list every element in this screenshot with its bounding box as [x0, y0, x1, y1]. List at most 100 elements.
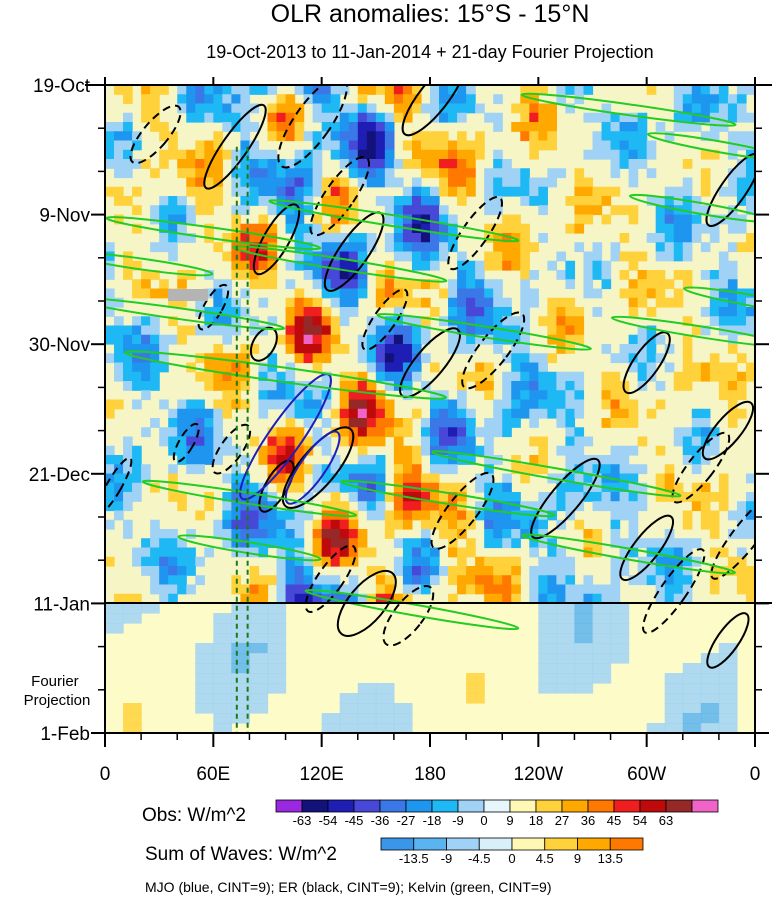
obs-cell: [393, 436, 404, 447]
obs-cell: [330, 85, 341, 95]
obs-cell: [439, 519, 449, 530]
obs-cell: [736, 159, 747, 169]
obs-colorbar-tick-label: 0: [480, 813, 487, 828]
obs-cell: [574, 242, 585, 253]
obs-cell: [565, 85, 576, 95]
obs-cell: [213, 418, 223, 428]
obs-cell: [574, 390, 585, 401]
y-axis-minor-ticks: [98, 127, 762, 691]
obs-cell: [529, 455, 539, 465]
obs-cell: [493, 455, 503, 465]
obs-cell: [348, 575, 359, 586]
obs-cell: [213, 112, 223, 123]
obs-cell: [547, 112, 557, 123]
obs-cell: [718, 186, 729, 197]
obs-cell: [601, 279, 612, 290]
obs-cell: [393, 492, 404, 502]
obs-cell: [619, 344, 630, 354]
obs-cell: [330, 242, 341, 253]
projection-cell: [249, 703, 269, 714]
obs-cell: [565, 316, 576, 327]
obs-cell: [402, 344, 413, 354]
obs-cell: [565, 270, 576, 280]
er-contour: [252, 203, 301, 276]
obs-cell: [430, 501, 440, 512]
obs-cell: [402, 140, 413, 151]
obs-cell: [538, 464, 548, 475]
obs-cell: [628, 362, 639, 373]
obs-cell: [682, 205, 693, 216]
obs-cell: [213, 436, 223, 447]
waves-colorbar-swatch: [446, 837, 480, 851]
obs-cell: [339, 233, 350, 243]
obs-cell: [484, 575, 494, 586]
obs-cell: [357, 94, 368, 105]
x-tick-label: 120E: [299, 764, 343, 785]
obs-cell: [601, 371, 612, 382]
obs-cell: [348, 381, 359, 391]
obs-cell: [285, 427, 296, 438]
obs-cell: [231, 390, 242, 401]
obs-colorbar-swatch: [535, 799, 563, 813]
obs-cell: [294, 242, 305, 253]
obs-cell: [466, 270, 476, 280]
x-tick-label: 60W: [627, 764, 666, 785]
obs-cell: [430, 223, 440, 234]
obs-cell: [411, 140, 422, 151]
obs-cell: [745, 593, 755, 604]
obs-cell: [231, 159, 242, 169]
obs-colorbar-swatch: [587, 799, 615, 813]
obs-cell: [682, 445, 693, 456]
obs-cell: [150, 325, 160, 336]
obs-cell: [475, 556, 485, 567]
obs-cell: [105, 399, 115, 410]
obs-cell: [565, 196, 576, 206]
obs-cell: [402, 325, 413, 336]
obs-cell: [285, 325, 296, 336]
projection-cell: [213, 613, 232, 624]
obs-cell: [366, 482, 377, 493]
obs-cell: [457, 510, 467, 521]
obs-cell: [276, 112, 287, 123]
obs-cell: [484, 168, 494, 179]
obs-cell: [420, 251, 431, 262]
obs-cell: [430, 251, 440, 262]
obs-cell: [393, 566, 404, 576]
obs-cell: [574, 519, 585, 530]
obs-cell: [466, 334, 476, 345]
obs-cell: [312, 464, 323, 475]
obs-cell: [384, 399, 395, 410]
obs-cell: [484, 186, 494, 197]
obs-cell: [186, 149, 196, 160]
obs-cell: [294, 297, 305, 308]
obs-cell: [682, 251, 693, 262]
projection-cell: [718, 643, 738, 654]
obs-cell: [231, 501, 242, 512]
obs-cell: [484, 501, 494, 512]
obs-cell: [141, 94, 151, 105]
obs-colorbar-tick-label: 9: [506, 813, 513, 828]
obs-cell: [556, 371, 567, 382]
obs-cell: [231, 122, 242, 132]
obs-cell: [204, 371, 214, 382]
obs-cell: [709, 122, 720, 132]
obs-cell: [547, 566, 557, 576]
obs-cell: [592, 307, 603, 317]
obs-cell: [330, 556, 341, 567]
obs-cell: [186, 566, 196, 576]
obs-cell: [105, 251, 115, 262]
obs-cell: [727, 168, 738, 179]
obs-cell: [330, 538, 341, 549]
projection-cell: [249, 663, 269, 674]
projection-cell: [231, 673, 251, 684]
obs-cell: [204, 547, 214, 558]
obs-cell: [303, 510, 314, 521]
obs-cell: [565, 307, 576, 317]
obs-cell: [267, 371, 278, 382]
obs-cell: [664, 492, 675, 502]
obs-cell: [655, 538, 666, 549]
obs-cell: [457, 131, 467, 142]
obs-cell: [547, 168, 557, 179]
obs-cell: [709, 149, 720, 160]
obs-cell: [619, 445, 630, 456]
